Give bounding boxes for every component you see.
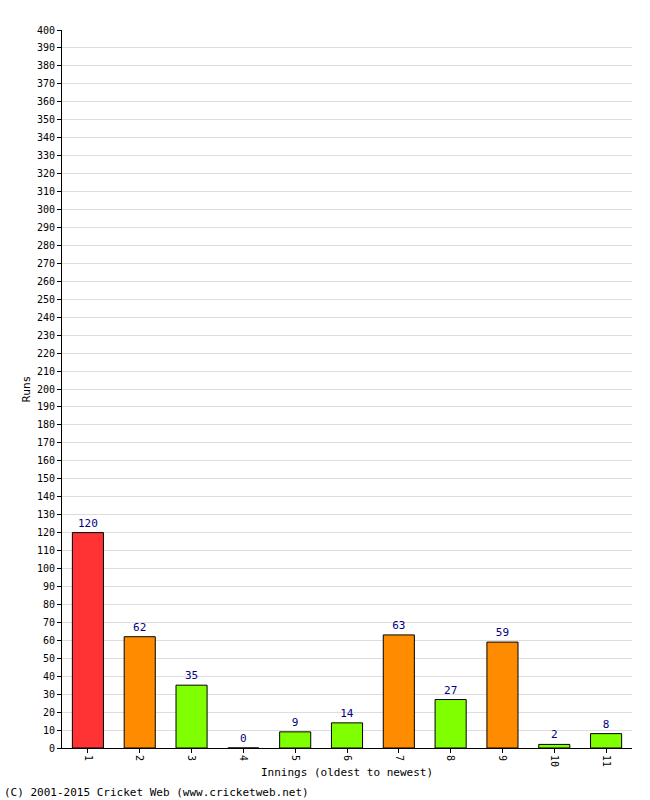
svg-text:320: 320: [37, 168, 55, 179]
svg-text:260: 260: [37, 276, 55, 287]
svg-text:380: 380: [37, 60, 55, 71]
svg-text:100: 100: [37, 563, 55, 574]
svg-text:10: 10: [549, 755, 560, 767]
svg-text:280: 280: [37, 240, 55, 251]
svg-text:5: 5: [290, 755, 301, 761]
svg-text:200: 200: [37, 384, 55, 395]
svg-text:1: 1: [83, 755, 94, 761]
svg-text:250: 250: [37, 294, 55, 305]
svg-text:230: 230: [37, 330, 55, 341]
svg-text:40: 40: [43, 671, 55, 682]
svg-text:0: 0: [240, 732, 247, 745]
svg-text:9: 9: [292, 716, 299, 729]
svg-text:70: 70: [43, 617, 55, 628]
svg-text:2: 2: [551, 728, 558, 741]
svg-text:130: 130: [37, 509, 55, 520]
svg-text:370: 370: [37, 78, 55, 89]
svg-text:27: 27: [444, 684, 457, 697]
svg-text:240: 240: [37, 312, 55, 323]
svg-text:120: 120: [37, 527, 55, 538]
svg-text:63: 63: [392, 619, 405, 632]
svg-text:Innings (oldest to newest): Innings (oldest to newest): [261, 766, 433, 779]
svg-text:150: 150: [37, 473, 55, 484]
svg-text:11: 11: [601, 755, 612, 767]
svg-text:400: 400: [37, 25, 55, 36]
svg-text:59: 59: [496, 626, 509, 639]
svg-text:4: 4: [238, 755, 249, 761]
svg-text:20: 20: [43, 707, 55, 718]
svg-text:180: 180: [37, 419, 55, 430]
svg-text:390: 390: [37, 42, 55, 53]
svg-text:30: 30: [43, 689, 55, 700]
svg-text:80: 80: [43, 599, 55, 610]
svg-text:0: 0: [49, 743, 55, 754]
svg-text:110: 110: [37, 545, 55, 556]
svg-text:90: 90: [43, 581, 55, 592]
svg-text:140: 140: [37, 491, 55, 502]
svg-text:3: 3: [186, 755, 197, 761]
svg-text:350: 350: [37, 114, 55, 125]
svg-text:62: 62: [133, 621, 146, 634]
svg-text:2: 2: [134, 755, 145, 761]
svg-text:60: 60: [43, 635, 55, 646]
svg-text:50: 50: [43, 653, 55, 664]
svg-text:190: 190: [37, 401, 55, 412]
svg-text:120: 120: [78, 517, 98, 530]
svg-text:Runs: Runs: [20, 376, 33, 403]
svg-text:340: 340: [37, 132, 55, 143]
svg-text:270: 270: [37, 258, 55, 269]
svg-text:8: 8: [445, 755, 456, 761]
svg-text:330: 330: [37, 150, 55, 161]
svg-text:35: 35: [185, 669, 198, 682]
svg-text:6: 6: [342, 755, 353, 761]
svg-text:300: 300: [37, 204, 55, 215]
svg-text:210: 210: [37, 366, 55, 377]
svg-text:8: 8: [603, 718, 610, 731]
svg-text:14: 14: [340, 707, 354, 720]
svg-text:290: 290: [37, 222, 55, 233]
svg-text:160: 160: [37, 455, 55, 466]
svg-text:9: 9: [497, 755, 508, 761]
svg-text:220: 220: [37, 348, 55, 359]
svg-text:310: 310: [37, 186, 55, 197]
svg-text:170: 170: [37, 437, 55, 448]
svg-text:360: 360: [37, 96, 55, 107]
svg-text:10: 10: [43, 725, 55, 736]
svg-text:(C) 2001-2015 Cricket Web (www: (C) 2001-2015 Cricket Web (www.cricketwe…: [4, 786, 309, 799]
svg-text:7: 7: [394, 755, 405, 761]
